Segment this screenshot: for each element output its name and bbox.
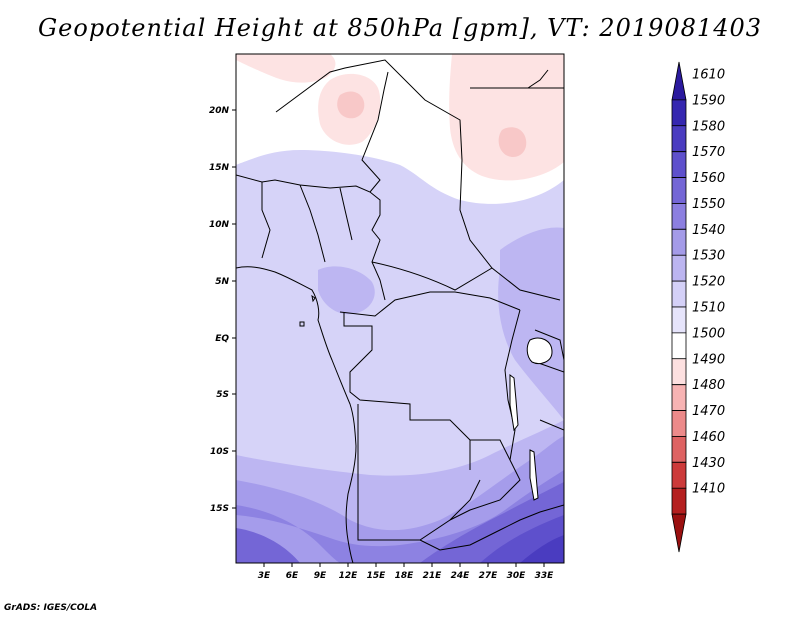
colorbar-label: 1580 [692, 119, 725, 134]
lat-tick-label: 5N [215, 277, 229, 287]
grads-credit: GrADS: IGES/COLA [4, 603, 98, 613]
lake-victoria [526, 337, 553, 365]
lon-tick-label: 33E [535, 571, 555, 581]
lake-malawi [529, 449, 539, 501]
colorbar-swatch [671, 436, 687, 463]
lat-tick-label: 5S [216, 390, 229, 400]
great-lakes [509, 337, 553, 501]
field-high-central-core [337, 91, 365, 119]
lon-tick-label: 3E [258, 571, 271, 581]
field-band-1570 [236, 528, 300, 563]
lat-tick-label: 15N [209, 163, 230, 173]
colorbar-swatch [671, 461, 687, 489]
colorbar-swatch [671, 177, 687, 204]
colorbar-swatch [671, 99, 687, 127]
border-chad-sudan [361, 71, 389, 193]
lon-tick-label: 30E [507, 571, 527, 581]
border-south [419, 504, 564, 551]
lon-tick-label: 27E [479, 571, 499, 581]
lon-tick-label: 6E [286, 571, 299, 581]
lat-tick-label: 10S [210, 447, 229, 457]
colorbar-swatch [671, 203, 687, 230]
colorbar-label: 1550 [692, 197, 725, 212]
field-high-ne-core [498, 127, 527, 158]
lake-tanganyika [509, 374, 519, 432]
lon-tick-label: 15E [367, 571, 387, 581]
field-high-nw [236, 54, 336, 83]
colorbar-label: 1430 [692, 456, 725, 471]
colorbar-swatch [671, 125, 687, 153]
map-title: Geopotential Height at 850hPa [gpm], VT:… [38, 14, 762, 42]
lat-tick-label: 20N [209, 106, 230, 116]
red-sea-line [470, 69, 564, 89]
colorbar-label: 1480 [692, 378, 725, 393]
border-drc-north [339, 291, 521, 317]
colorbar-swatch [671, 61, 687, 101]
border-drc-west [343, 312, 471, 470]
west-coastline [236, 266, 357, 563]
colorbar-swatch [671, 254, 687, 282]
border-great-lakes [504, 309, 521, 461]
border-angola [357, 404, 481, 541]
coastlines-and-borders [236, 59, 564, 563]
colorbar-swatch [671, 358, 687, 386]
colorbar-swatch [671, 513, 687, 553]
colorbar-swatch [671, 384, 687, 411]
lon-tick-label: 21E [423, 571, 443, 581]
colorbar-swatch [671, 151, 687, 178]
field-band-1590 [520, 535, 564, 563]
colorbar-label: 1460 [692, 430, 725, 445]
border-zambia [449, 439, 521, 521]
red-sea-coast [470, 69, 564, 89]
field-band-1540-east [498, 227, 564, 420]
colorbar-swatch [671, 410, 687, 437]
field-band-1540-west [318, 266, 375, 315]
colorbar-swatch [671, 280, 687, 308]
colorbar-label: 1500 [692, 326, 725, 341]
colorbar-label: 1570 [692, 145, 725, 160]
longitude-tick-labels: 3E 6E 9E 12E 15E 18E 21E 24E 27E 30E 33E [258, 571, 554, 581]
colorbar: 1610 1590 1580 1570 1560 1550 1540 1530 1520 1510… [671, 61, 725, 553]
map-frame [235, 53, 565, 564]
colorbar-label: 1520 [692, 275, 725, 290]
axis-tick-marks [232, 109, 545, 567]
lat-tick-label: EQ [215, 334, 229, 344]
border-sudan-east [459, 159, 561, 301]
colorbar-label: 1530 [692, 249, 725, 264]
colorbar-label: 1410 [692, 482, 725, 497]
latitude-tick-labels: 20N 15N 10N 5N EQ 5S 10S 15S [209, 106, 230, 514]
colorbar-swatch [671, 487, 687, 515]
colorbar-label: 1560 [692, 171, 725, 186]
border-west-africa [261, 182, 353, 263]
lat-tick-label: 10N [209, 220, 230, 230]
field-band-1530-north [236, 154, 564, 250]
colorbar-label: 1470 [692, 404, 725, 419]
lat-tick-label: 15S [210, 504, 229, 514]
field-high-ne [449, 54, 564, 181]
border-sahel [236, 174, 386, 301]
colorbar-label: 1510 [692, 301, 725, 316]
lon-tick-label: 24E [451, 571, 471, 581]
colorbar-swatch [671, 306, 687, 334]
lon-tick-label: 9E [314, 571, 327, 581]
colorbar-label: 1540 [692, 223, 725, 238]
colorbar-swatch [671, 228, 687, 256]
colorbar-swatch [671, 332, 687, 360]
coast-gulf-guinea-islands [299, 294, 316, 327]
height-field [236, 54, 564, 563]
lon-tick-label: 12E [339, 571, 359, 581]
lon-tick-label: 18E [395, 571, 415, 581]
colorbar-label: 1610 [692, 68, 725, 83]
border-sahara [275, 59, 463, 161]
colorbar-label: 1490 [692, 352, 725, 367]
colorbar-label: 1590 [692, 93, 725, 108]
border-car [371, 261, 493, 291]
